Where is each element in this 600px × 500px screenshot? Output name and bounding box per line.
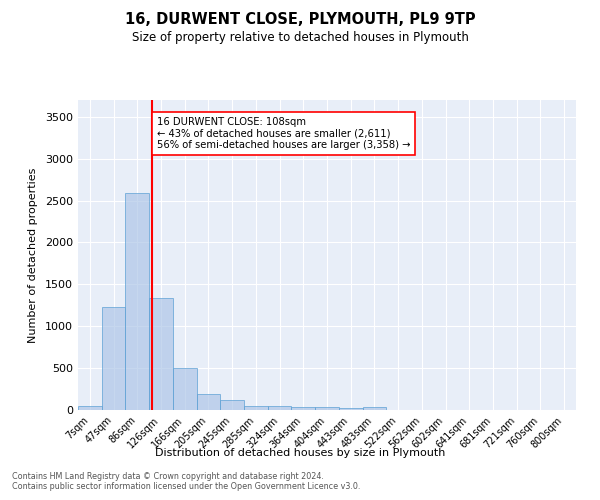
Bar (268, 406, 292, 410)
Text: Distribution of detached houses by size in Plymouth: Distribution of detached houses by size … (155, 448, 445, 458)
Bar (78, 406, 102, 410)
Bar (125, 193, 149, 410)
Bar (197, 394, 220, 410)
Text: 16, DURWENT CLOSE, PLYMOUTH, PL9 9TP: 16, DURWENT CLOSE, PLYMOUTH, PL9 9TP (125, 12, 475, 28)
Text: Contains HM Land Registry data © Crown copyright and database right 2024.: Contains HM Land Registry data © Crown c… (12, 472, 324, 481)
Bar (292, 408, 315, 410)
Text: 16 DURWENT CLOSE: 108sqm
← 43% of detached houses are smaller (2,611)
56% of sem: 16 DURWENT CLOSE: 108sqm ← 43% of detach… (157, 117, 410, 150)
Bar (244, 406, 268, 410)
Text: Size of property relative to detached houses in Plymouth: Size of property relative to detached ho… (131, 31, 469, 44)
Bar (173, 368, 197, 410)
Bar (220, 400, 244, 410)
Bar (149, 298, 173, 410)
Text: Contains public sector information licensed under the Open Government Licence v3: Contains public sector information licen… (12, 482, 361, 491)
Y-axis label: Number of detached properties: Number of detached properties (28, 168, 38, 342)
Bar (102, 307, 125, 410)
Bar (339, 408, 362, 410)
Bar (315, 408, 339, 410)
Bar (362, 408, 386, 410)
